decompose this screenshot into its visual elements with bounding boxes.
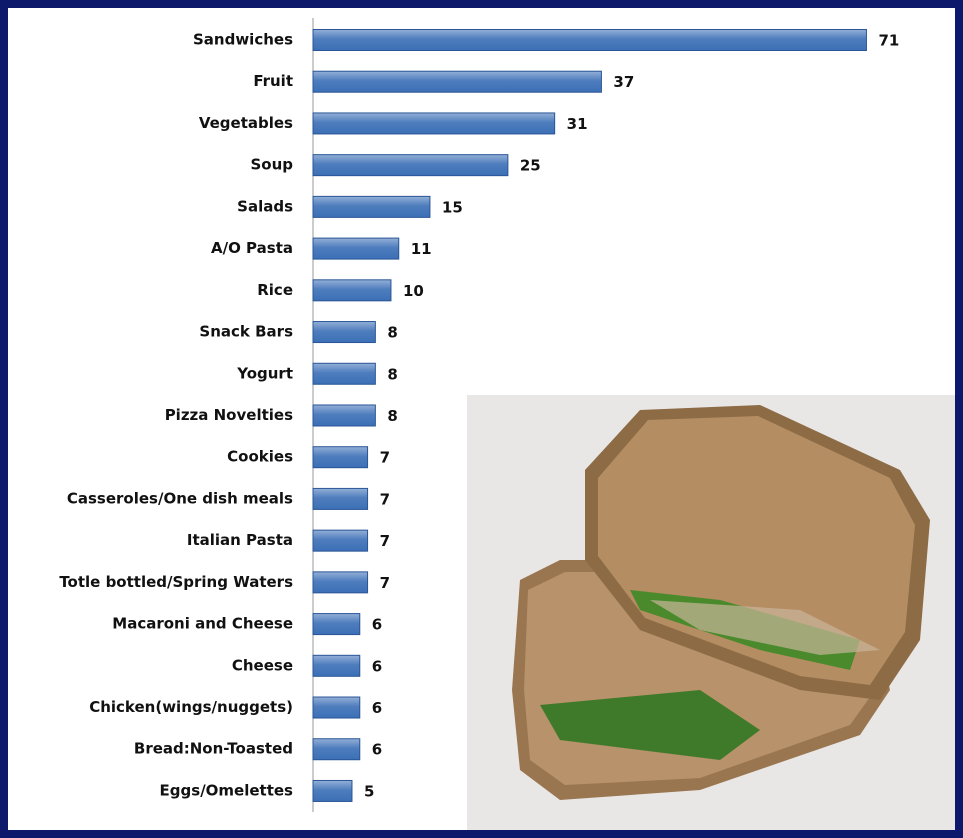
category-label: Soup (250, 156, 293, 174)
bar (312, 112, 556, 135)
value-label: 10 (403, 282, 424, 300)
bar (312, 321, 376, 344)
value-label: 5 (364, 782, 374, 800)
value-label: 7 (380, 532, 390, 550)
category-label: Italian Pasta (187, 531, 293, 549)
bar (312, 613, 361, 636)
value-label: 31 (567, 115, 588, 133)
bar (312, 738, 361, 761)
bar (312, 654, 361, 677)
bar (312, 696, 361, 719)
bar (312, 279, 392, 302)
category-label: Rice (257, 281, 293, 299)
category-label: Yogurt (236, 364, 293, 382)
bar (312, 446, 369, 469)
category-label: Sandwiches (193, 31, 293, 49)
bar (312, 487, 369, 510)
category-label: Fruit (253, 72, 293, 90)
bar (312, 195, 431, 218)
value-label: 37 (613, 73, 634, 91)
bar (312, 237, 400, 260)
bar (312, 154, 509, 177)
bar (312, 571, 369, 594)
category-label: Salads (237, 197, 293, 215)
value-label: 8 (387, 365, 397, 383)
value-label: 15 (442, 198, 463, 216)
value-label: 7 (380, 574, 390, 592)
category-label: Chicken(wings/nuggets) (89, 698, 293, 716)
value-label: 6 (372, 699, 382, 717)
value-label: 6 (372, 616, 382, 634)
value-label: 6 (372, 657, 382, 675)
category-label: Eggs/Omelettes (160, 781, 294, 799)
category-label: Cheese (232, 656, 293, 674)
bar (312, 779, 353, 802)
category-label: Snack Bars (199, 323, 293, 341)
category-label: Cookies (227, 448, 293, 466)
bar (312, 29, 867, 51)
category-label: Macaroni and Cheese (112, 615, 293, 633)
value-label: 8 (387, 324, 397, 342)
value-label: 8 (387, 407, 397, 425)
value-label: 6 (372, 741, 382, 759)
value-label: 11 (411, 240, 432, 258)
bar (312, 70, 602, 93)
category-label: Pizza Novelties (165, 406, 293, 424)
bar (312, 404, 376, 427)
sandwich-photo (467, 395, 955, 830)
value-label: 71 (878, 32, 899, 50)
category-label: Totle bottled/Spring Waters (59, 573, 293, 591)
value-label: 7 (380, 449, 390, 467)
category-label: Vegetables (199, 114, 293, 132)
bar (312, 529, 369, 552)
value-label: 25 (520, 157, 541, 175)
bar (312, 362, 376, 385)
category-label: A/O Pasta (211, 239, 293, 257)
value-label: 7 (380, 490, 390, 508)
category-label: Casseroles/One dish meals (67, 489, 293, 507)
category-label: Bread:Non-Toasted (134, 740, 293, 758)
